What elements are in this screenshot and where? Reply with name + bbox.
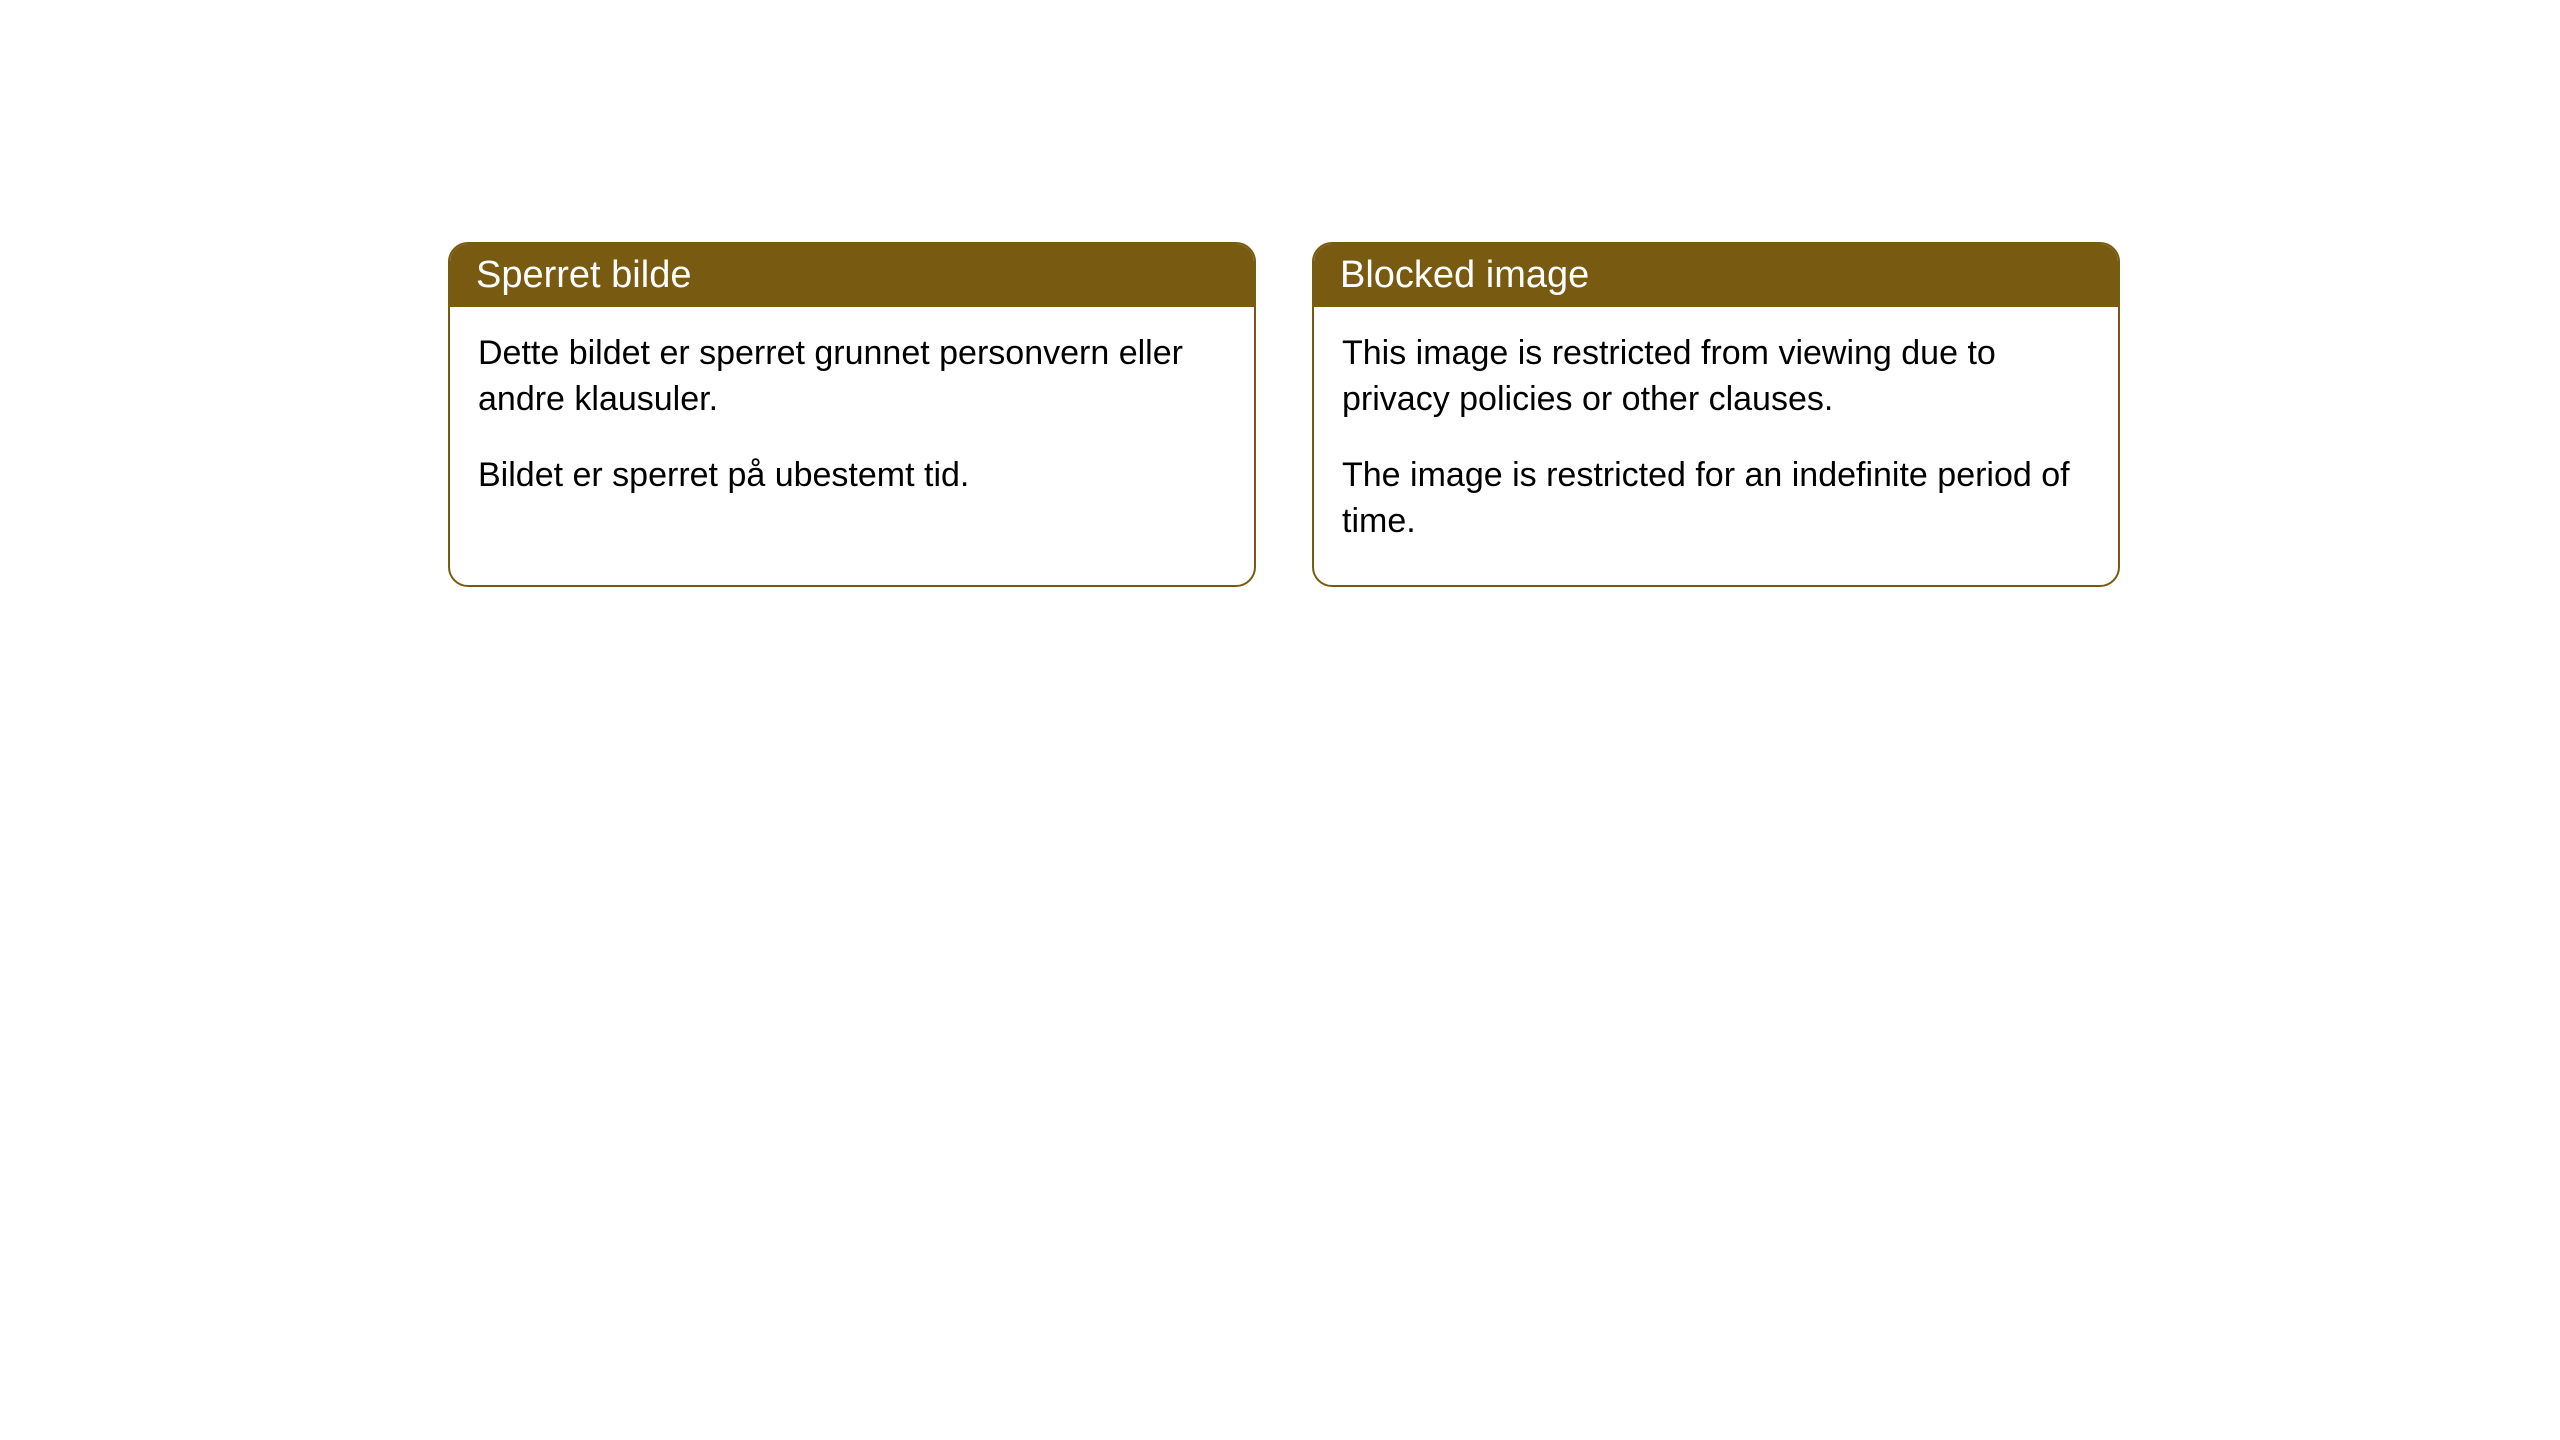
card-paragraph-en-1: This image is restricted from viewing du… xyxy=(1342,331,2090,423)
blocked-image-card-no: Sperret bilde Dette bildet er sperret gr… xyxy=(448,242,1256,587)
card-paragraph-en-2: The image is restricted for an indefinit… xyxy=(1342,453,2090,545)
card-body-no: Dette bildet er sperret grunnet personve… xyxy=(450,307,1254,539)
card-paragraph-no-1: Dette bildet er sperret grunnet personve… xyxy=(478,331,1226,423)
card-body-en: This image is restricted from viewing du… xyxy=(1314,307,2118,585)
cards-container: Sperret bilde Dette bildet er sperret gr… xyxy=(448,242,2120,587)
card-header-en: Blocked image xyxy=(1314,244,2118,307)
card-paragraph-no-2: Bildet er sperret på ubestemt tid. xyxy=(478,453,1226,499)
blocked-image-card-en: Blocked image This image is restricted f… xyxy=(1312,242,2120,587)
card-header-no: Sperret bilde xyxy=(450,244,1254,307)
